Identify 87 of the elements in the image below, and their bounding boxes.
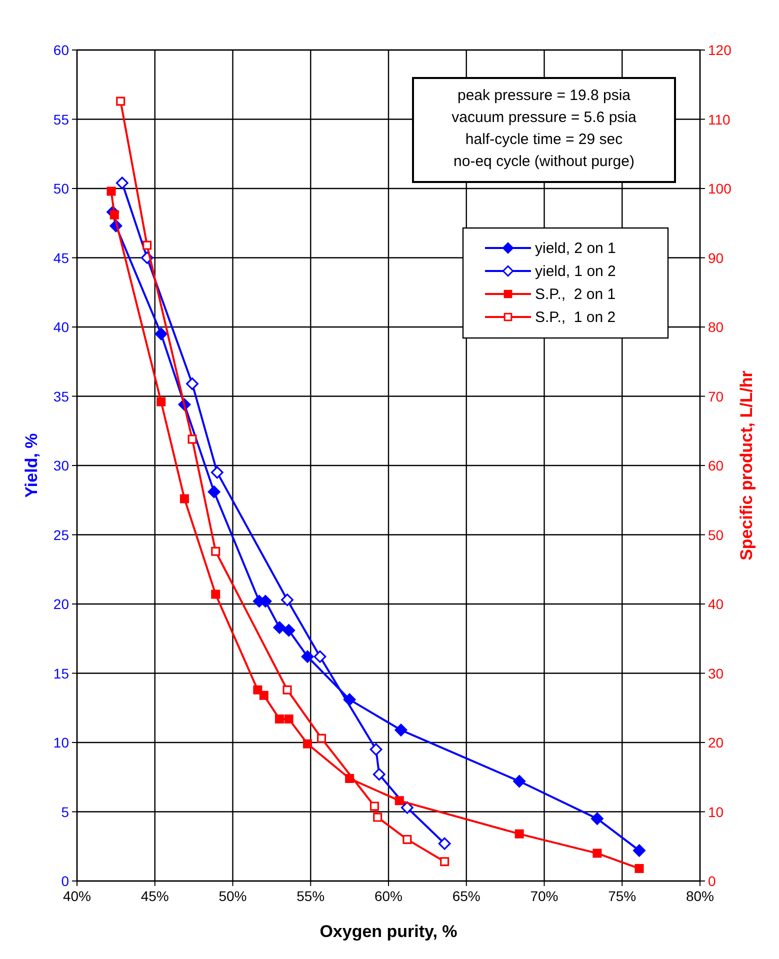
legend-label: yield, 2 on 1	[535, 240, 616, 257]
point	[284, 714, 294, 724]
y2-tick-label: 10	[708, 804, 724, 820]
y2-tick-label: 20	[708, 734, 724, 750]
x-tick-label: 80%	[686, 888, 714, 904]
point	[372, 768, 386, 781]
point	[210, 466, 224, 479]
point	[301, 650, 314, 663]
y2-tick-label: 110	[708, 111, 731, 128]
x-tick-label: 70%	[530, 888, 558, 904]
x-tick-label: 50%	[218, 888, 247, 904]
y2-tick-label: 120	[708, 42, 732, 58]
point	[188, 434, 197, 444]
point	[106, 186, 116, 196]
point	[370, 802, 379, 811]
y2-tick-label: 30	[708, 665, 724, 682]
point	[394, 796, 404, 806]
point	[373, 812, 382, 822]
annotation: vacuum pressure = 5.6 psia	[452, 109, 637, 126]
point	[282, 624, 296, 637]
x-axis-title: Oxygen purity, %	[320, 922, 458, 941]
point	[253, 685, 262, 694]
y-tick-label: 35	[53, 388, 70, 404]
y-tick-label: 10	[53, 734, 70, 750]
x-tick-label: 40%	[62, 888, 92, 904]
point	[590, 812, 604, 825]
y-tick-label: 40	[53, 319, 70, 335]
y-tick-label: 0	[61, 873, 70, 889]
y2-tick-label: 100	[708, 180, 732, 196]
point	[633, 844, 646, 857]
point	[303, 739, 312, 748]
x-tick-label: 45%	[140, 888, 169, 904]
point	[394, 724, 408, 736]
point	[186, 378, 198, 390]
y-tick-label: 30	[53, 458, 70, 474]
point	[273, 621, 286, 634]
y2-tick-label: 80	[708, 319, 724, 335]
point	[514, 829, 524, 838]
y-tick-label: 50	[53, 180, 70, 196]
point	[116, 96, 126, 106]
annotation: peak pressure = 19.8 psia	[457, 87, 632, 104]
point	[142, 240, 152, 250]
point	[634, 864, 644, 874]
point	[317, 734, 326, 743]
x-tick-label: 60%	[374, 888, 403, 904]
point	[438, 837, 451, 850]
point	[156, 397, 166, 406]
annotation: no-eq cycle (without purge)	[454, 153, 634, 170]
y2-tick-label: 70	[708, 388, 724, 404]
point	[180, 494, 189, 504]
legend-label: S.P., 1 on 2	[535, 309, 616, 326]
point	[211, 546, 220, 556]
point	[440, 857, 450, 866]
point	[513, 775, 526, 788]
x-tick-label: 55%	[296, 888, 325, 904]
y-tick-label: 20	[53, 596, 70, 612]
point	[259, 690, 268, 700]
x-tick-label: 75%	[608, 888, 636, 904]
y2-tick-label: 90	[708, 250, 724, 266]
point	[274, 714, 284, 724]
point	[314, 650, 326, 663]
y-tick-label: 25	[53, 526, 70, 543]
point	[154, 328, 168, 340]
y2-tick-label: 60	[708, 458, 724, 474]
y2-tick-label: 40	[708, 596, 724, 612]
y-tick-label: 15	[53, 665, 70, 682]
y-tick-label: 5	[61, 804, 70, 820]
y2-tick-label: 50	[708, 526, 724, 543]
legend-label: yield, 1 on 2	[535, 263, 616, 280]
y-axis-title: Yield, %	[22, 433, 41, 498]
point	[282, 685, 292, 694]
x-tick-label: 65%	[452, 888, 480, 904]
annotation: half-cycle time = 29 sec	[465, 131, 624, 148]
y-tick-label: 60	[53, 42, 70, 58]
y2-tick-label: 0	[708, 873, 716, 889]
point	[370, 743, 382, 756]
point	[208, 486, 220, 498]
point	[281, 594, 294, 606]
y2-axis-title: Specific product, L/L/hr	[737, 370, 756, 560]
legend-label: S.P., 2 on 1	[535, 286, 616, 303]
point	[592, 848, 602, 858]
point	[116, 176, 128, 190]
point	[402, 834, 412, 844]
point	[400, 801, 414, 814]
y-tick-label: 45	[53, 250, 70, 266]
y-tick-label: 55	[53, 111, 70, 128]
point	[211, 590, 220, 599]
